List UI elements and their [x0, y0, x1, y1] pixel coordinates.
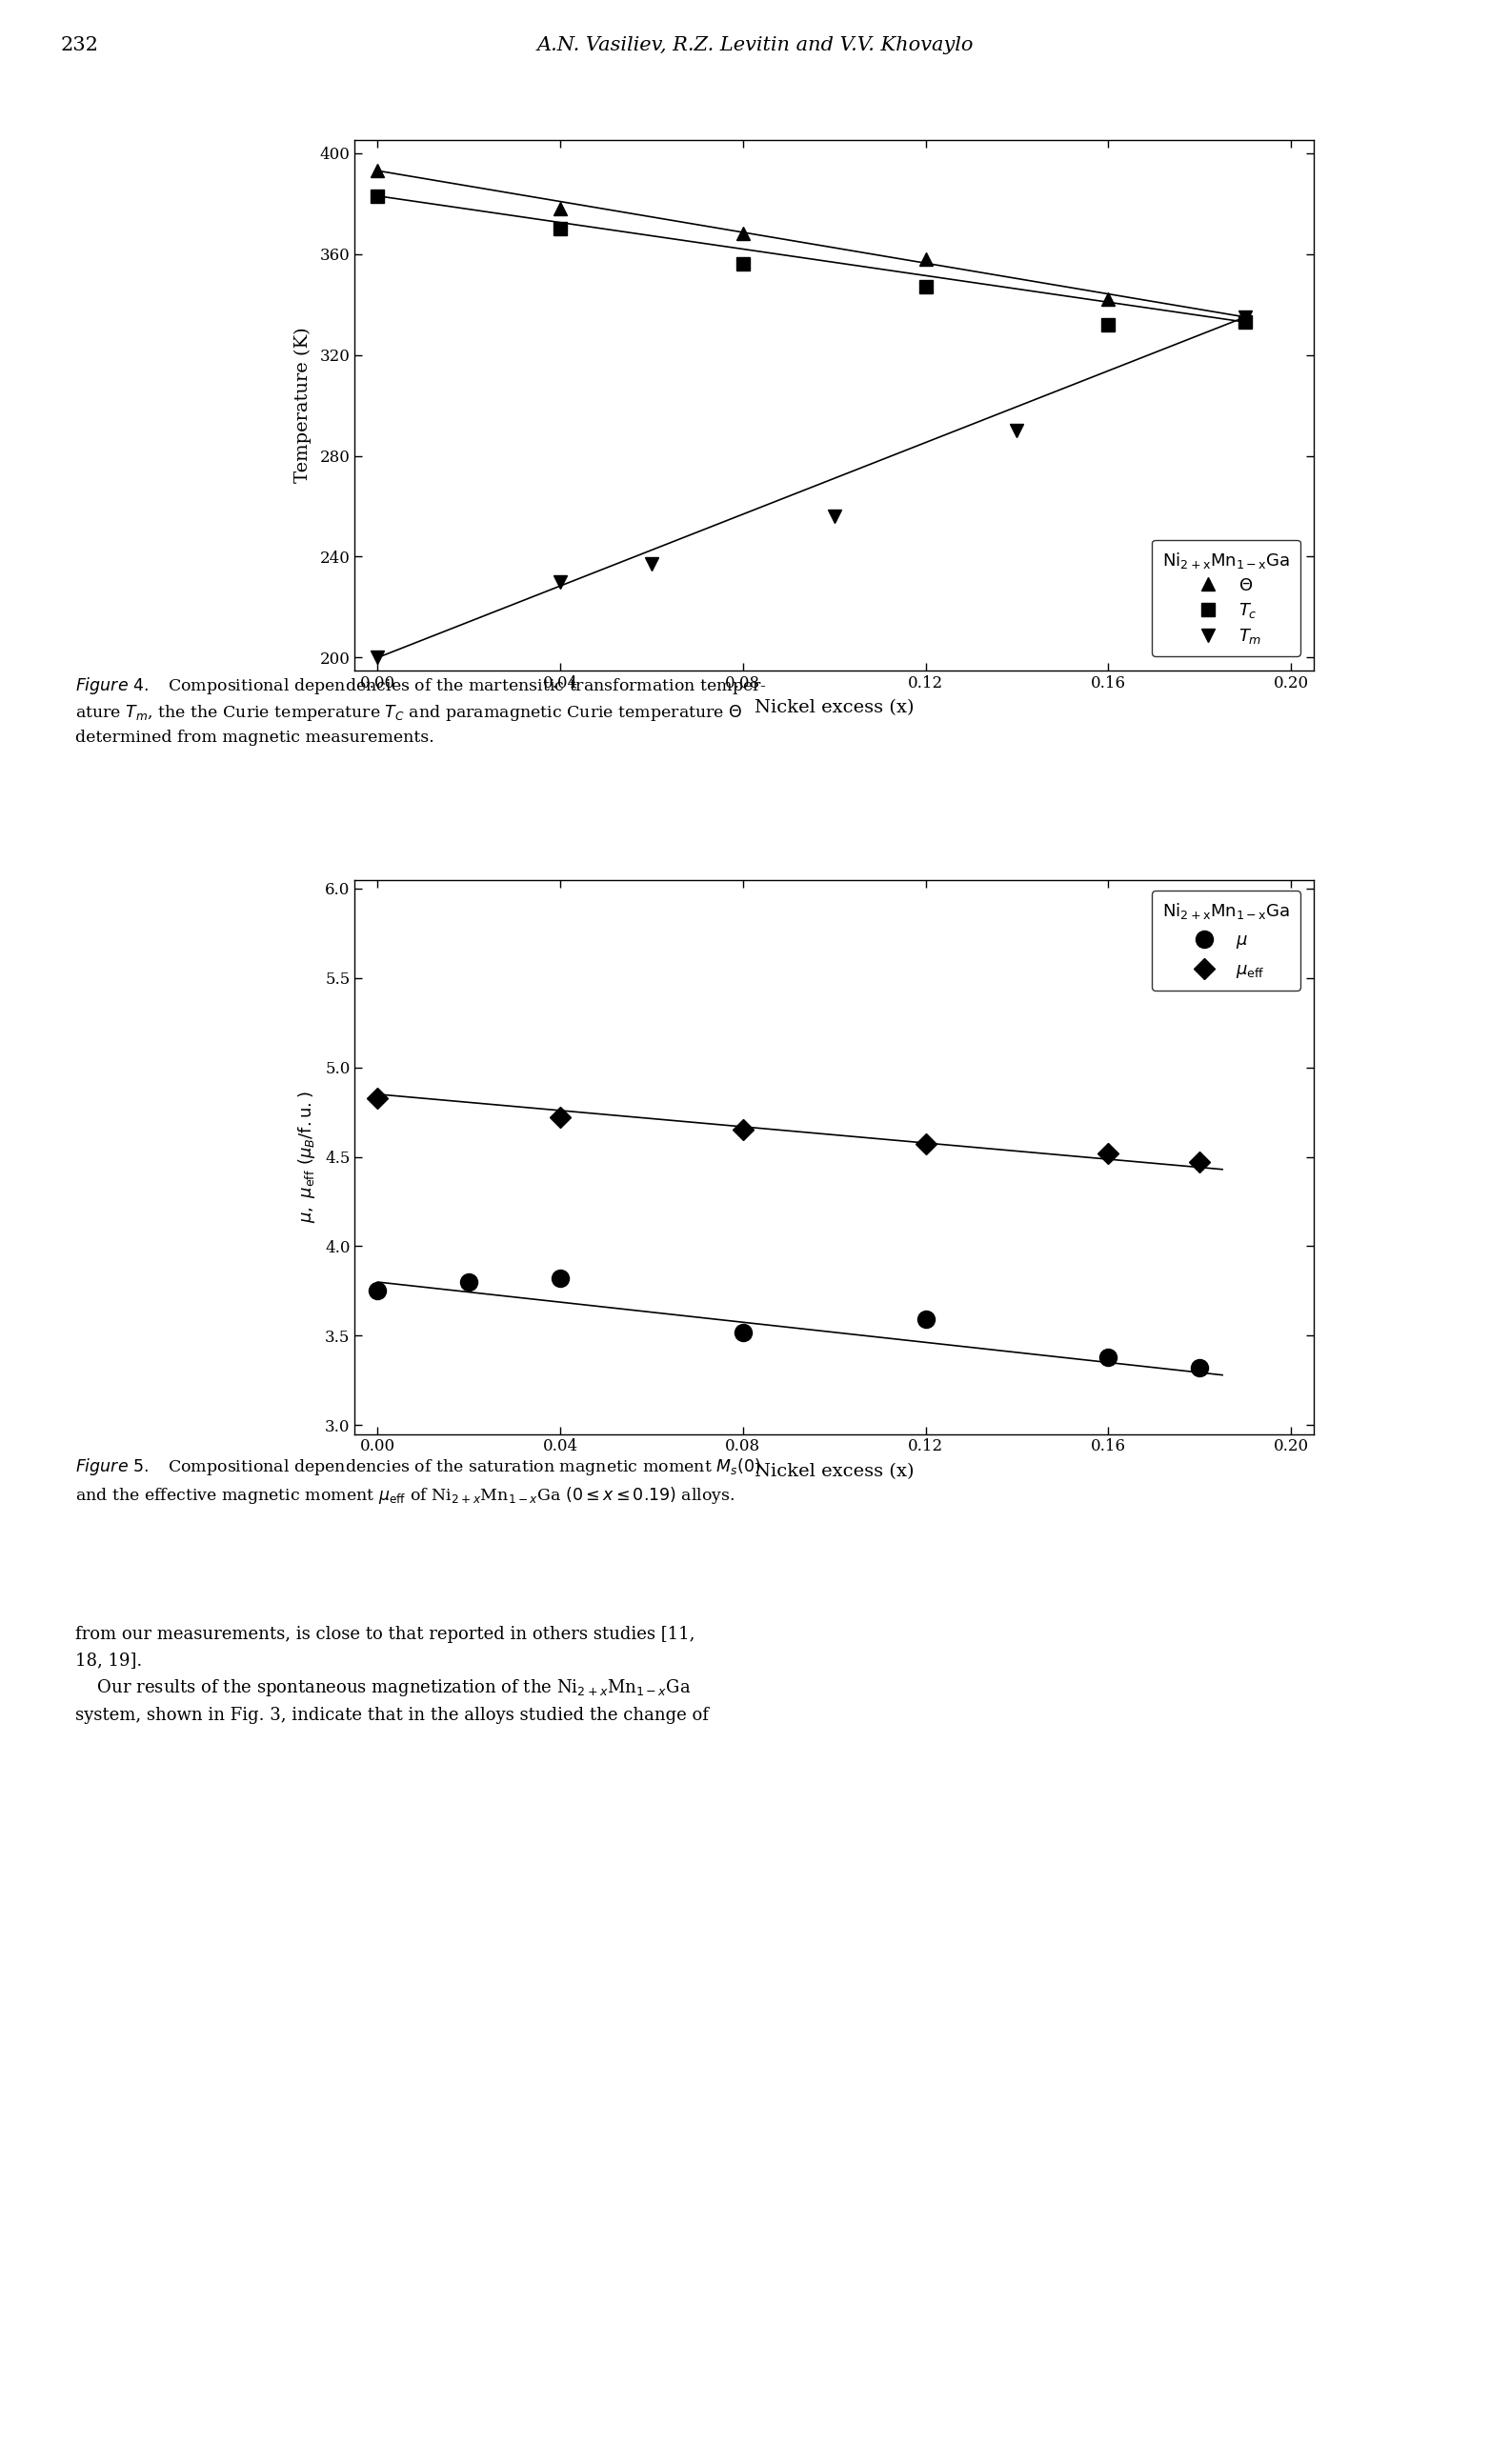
X-axis label: Nickel excess (x): Nickel excess (x): [755, 700, 914, 717]
X-axis label: Nickel excess (x): Nickel excess (x): [755, 1464, 914, 1481]
Text: A.N. Vasiliev, R.Z. Levitin and V.V. Khovaylo: A.N. Vasiliev, R.Z. Levitin and V.V. Kho…: [536, 37, 974, 54]
Text: $\it{Figure\ 5.}$$\quad$Compositional dependencies of the saturation magnetic mo: $\it{Figure\ 5.}$$\quad$Compositional de…: [76, 1456, 761, 1506]
Y-axis label: $\mu,\ \mu_{\rm eff}\ (\mu_B/{\rm f.u.})$: $\mu,\ \mu_{\rm eff}\ (\mu_B/{\rm f.u.})…: [296, 1092, 317, 1222]
Text: $\it{Figure\ 4.}$$\quad$Compositional dependencies of the martensitic transforma: $\it{Figure\ 4.}$$\quad$Compositional de…: [76, 675, 767, 747]
Legend: $\Theta$, $T_c$, $T_m$: $\Theta$, $T_c$, $T_m$: [1152, 540, 1300, 655]
Text: 232: 232: [60, 37, 98, 54]
Legend: $\mu$, $\mu_{\rm eff}$: $\mu$, $\mu_{\rm eff}$: [1152, 892, 1300, 991]
Y-axis label: Temperature (K): Temperature (K): [294, 328, 313, 483]
Text: from our measurements, is close to that reported in others studies [11,
18, 19].: from our measurements, is close to that …: [76, 1626, 708, 1725]
